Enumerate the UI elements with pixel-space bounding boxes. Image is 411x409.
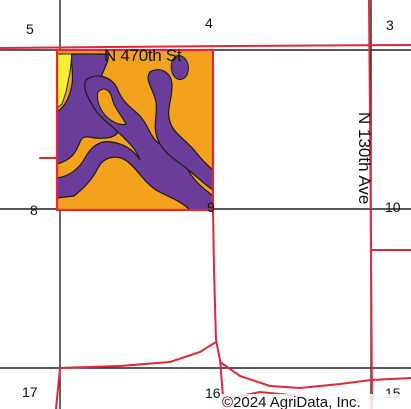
section-number-3: 3 — [386, 17, 394, 33]
section-number-10: 10 — [385, 199, 401, 215]
road-branch-se — [219, 361, 411, 390]
section-number-17: 17 — [22, 384, 38, 400]
soil-unit-orange-island — [97, 88, 127, 125]
road-n-470th-st — [0, 44, 411, 49]
soil-unit-purple-pocket — [170, 55, 189, 80]
road-county-south — [212, 209, 225, 409]
section-number-4: 4 — [205, 15, 213, 31]
road-label-n-130th-ave: N 130th Ave — [355, 112, 374, 204]
section-number-16: 16 — [205, 385, 221, 401]
section-number-5: 5 — [26, 21, 34, 37]
copyright-backdrop — [220, 394, 410, 409]
copyright-text: ©2024 AgriData, Inc. — [222, 394, 361, 409]
road-label-n-470th-st: N 470th St — [104, 46, 182, 65]
field-boundary — [55, 48, 215, 212]
road-branch-sw — [55, 341, 217, 409]
soil-unit-purple-center — [56, 75, 214, 211]
section-number-9: 9 — [207, 199, 215, 215]
road-n-130th-ave — [368, 0, 373, 409]
field-parcel — [55, 48, 215, 212]
section-number-8: 8 — [30, 202, 38, 218]
